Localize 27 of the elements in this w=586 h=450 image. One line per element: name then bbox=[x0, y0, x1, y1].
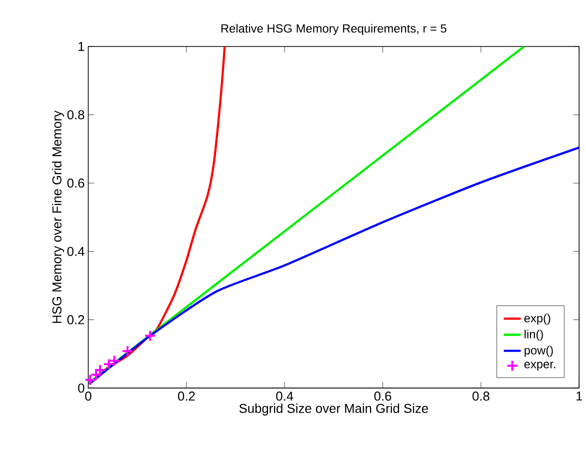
point bbox=[144, 330, 156, 342]
legend-label: exp() bbox=[524, 314, 550, 325]
y-tick-label: 0.8 bbox=[67, 110, 84, 120]
chart-title: Relative HSG Memory Requirements, r = 5 bbox=[221, 24, 446, 36]
y-tick-label: 0 bbox=[78, 384, 84, 393]
y-tick-label: 0.2 bbox=[67, 315, 84, 324]
point bbox=[94, 364, 106, 376]
x-tick-label: 1 bbox=[576, 392, 582, 401]
x-tick-label: 0.8 bbox=[472, 392, 490, 401]
y-axis-title: HSG Memory over Fine Grid Memory bbox=[52, 110, 64, 324]
y-tick-label: 1 bbox=[78, 42, 84, 52]
x-tick-label: 0.6 bbox=[374, 392, 392, 401]
legend-label: lin() bbox=[524, 330, 543, 341]
legend-label: exper. bbox=[524, 362, 556, 371]
point bbox=[108, 354, 120, 367]
legend-label: pow() bbox=[524, 346, 553, 357]
y-tick-label: 0.6 bbox=[67, 178, 84, 188]
point bbox=[84, 374, 96, 386]
point bbox=[90, 368, 102, 381]
x-tick-label: 0.2 bbox=[178, 392, 195, 401]
x-axis-title: Subgrid Size over Main Grid Size bbox=[239, 404, 428, 416]
point bbox=[102, 358, 115, 370]
x-tick-label: 0 bbox=[85, 392, 92, 401]
y-tick-label: 0.4 bbox=[67, 246, 84, 256]
point bbox=[122, 345, 134, 358]
line-series bbox=[88, 146, 580, 386]
x-tick-label: 0.4 bbox=[276, 392, 294, 401]
